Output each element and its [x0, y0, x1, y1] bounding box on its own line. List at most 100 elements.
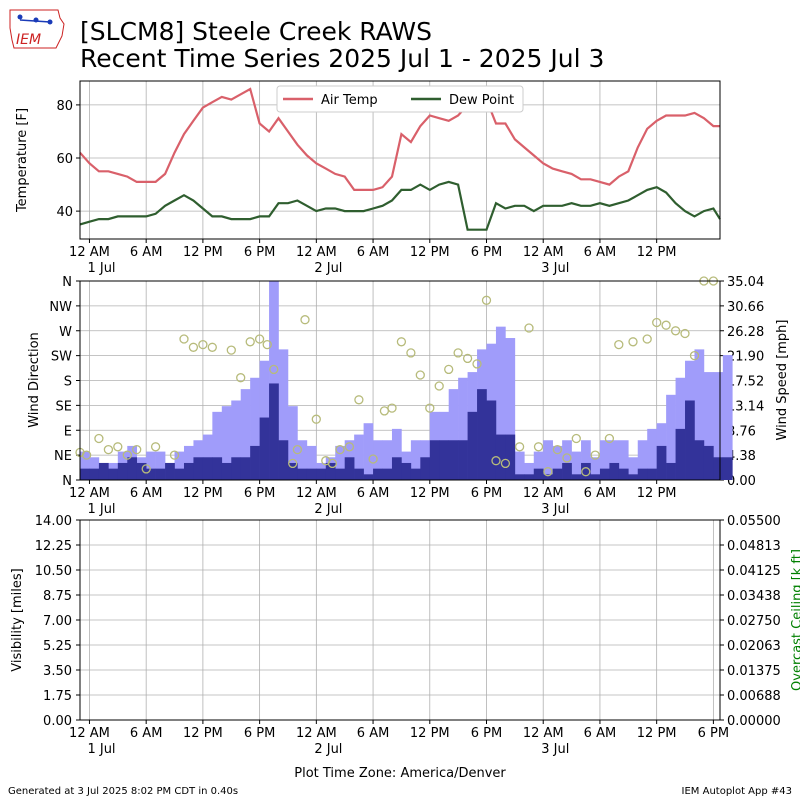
gust-bar	[637, 440, 648, 480]
x-tick-label: 12 PM	[410, 726, 450, 741]
x-tick-label: 12 PM	[637, 486, 677, 501]
direction-tick-label: W	[59, 325, 72, 340]
gust-bar	[250, 377, 260, 480]
x-tick-label: 6 PM	[698, 726, 729, 741]
speed-bar	[127, 457, 138, 480]
speed-bar	[117, 462, 128, 480]
gust-bar	[155, 451, 166, 480]
gust-bar	[354, 434, 364, 480]
speed-bar	[439, 440, 449, 480]
speed-bar	[495, 434, 506, 480]
gust-bar	[590, 457, 601, 480]
gust-bar	[278, 349, 289, 480]
speed-bar	[269, 383, 279, 480]
x-tick-label: 12 PM	[183, 726, 223, 741]
x-tick-label: 6 PM	[244, 245, 275, 260]
visibility-tick-label: 10.50	[35, 564, 72, 579]
gust-bar	[335, 445, 345, 480]
speed-bar	[287, 462, 298, 480]
legend-box	[276, 85, 524, 113]
speed-bar	[401, 462, 412, 480]
x-tick-label: 12 PM	[410, 245, 450, 260]
direction-marker	[543, 467, 553, 477]
speed-bar	[713, 457, 724, 480]
speed-bar	[259, 417, 270, 480]
speed-bar	[306, 468, 317, 480]
direction-marker	[141, 464, 151, 474]
gust-bar	[505, 338, 516, 480]
speed-bar	[325, 462, 336, 480]
speed-bar	[193, 457, 204, 480]
ceiling-tick-label: 0.02063	[727, 639, 781, 654]
ceiling-axis-label: Overcast Ceiling [k ft]	[790, 549, 800, 691]
y-tick-label: 40	[56, 205, 73, 220]
speed-bar	[410, 468, 421, 480]
speed-bar	[183, 462, 194, 480]
x-tick-label: 12 PM	[637, 245, 677, 260]
x-day-label: 3 Jul	[541, 502, 569, 517]
x-tick-label: 12 PM	[183, 245, 223, 260]
direction-tick-label: SE	[56, 399, 72, 414]
gust-bar	[552, 445, 563, 480]
speed-bar	[297, 468, 308, 480]
x-tick-label: 6 PM	[471, 245, 502, 260]
ceiling-tick-label: 0.00688	[727, 689, 781, 704]
x-tick-label: 12 AM	[523, 726, 564, 741]
gust-bar	[240, 389, 251, 480]
speed-tick-label: 0.00	[727, 474, 756, 489]
speed-bar	[514, 474, 525, 480]
x-tick-label: 6 PM	[471, 726, 502, 741]
direction-tick-label: E	[64, 424, 72, 439]
gust-bar	[666, 394, 676, 480]
ceiling-tick-label: 0.00000	[727, 714, 781, 729]
x-tick-label: 6 PM	[244, 486, 275, 501]
speed-bar	[278, 440, 289, 480]
direction-marker	[344, 442, 355, 452]
visibility-tick-label: 12.25	[35, 539, 72, 554]
direction-marker	[590, 450, 600, 460]
gust-bar	[410, 440, 421, 480]
speed-bar	[581, 462, 591, 480]
speed-bar	[590, 474, 601, 480]
direction-marker	[652, 317, 662, 328]
speed-bar	[448, 440, 459, 480]
speed-bar	[221, 462, 232, 480]
x-tick-label: 6 AM	[130, 726, 163, 741]
direction-marker	[335, 444, 345, 455]
gust-bar	[287, 406, 298, 480]
speed-tick-label: 13.14	[727, 399, 764, 414]
direction-marker	[562, 453, 572, 463]
x-tick-label: 12 PM	[637, 726, 677, 741]
gust-bar	[391, 428, 402, 480]
speed-bar	[108, 468, 119, 480]
direction-marker	[179, 334, 189, 344]
gust-bar	[618, 440, 629, 480]
gust-bar	[269, 281, 279, 480]
speed-bar	[609, 462, 620, 480]
wind-panel: 12 AM 6 AM 12 PM 6 PM 12 AM 6 AM 12 PM 6 PM 12 A…	[49, 275, 764, 517]
direction-marker	[292, 444, 303, 455]
direction-marker	[254, 334, 265, 344]
direction-marker	[288, 458, 298, 469]
x-tick-label: 12 AM	[296, 726, 337, 741]
speed-bar	[685, 400, 695, 480]
direction-marker	[444, 364, 454, 375]
speed-bar	[250, 445, 260, 480]
direction-marker	[491, 456, 501, 466]
gust-bar	[571, 451, 582, 480]
direction-marker	[472, 359, 482, 369]
legend-label-dew-point: Dew Point	[449, 93, 514, 108]
x-day-label: 1 Jul	[87, 502, 115, 517]
direction-marker	[581, 467, 591, 477]
ceiling-tick-label: 0.02750	[727, 614, 781, 629]
x-day-label: 3 Jul	[541, 742, 569, 757]
speed-bar	[373, 468, 383, 480]
logo-dot	[17, 14, 23, 20]
direction-marker	[188, 342, 199, 352]
direction-marker	[169, 450, 180, 460]
visibility-tick-label: 7.00	[43, 614, 72, 629]
gust-bar	[562, 440, 572, 480]
speed-bar	[505, 434, 516, 480]
direction-marker	[245, 337, 255, 347]
